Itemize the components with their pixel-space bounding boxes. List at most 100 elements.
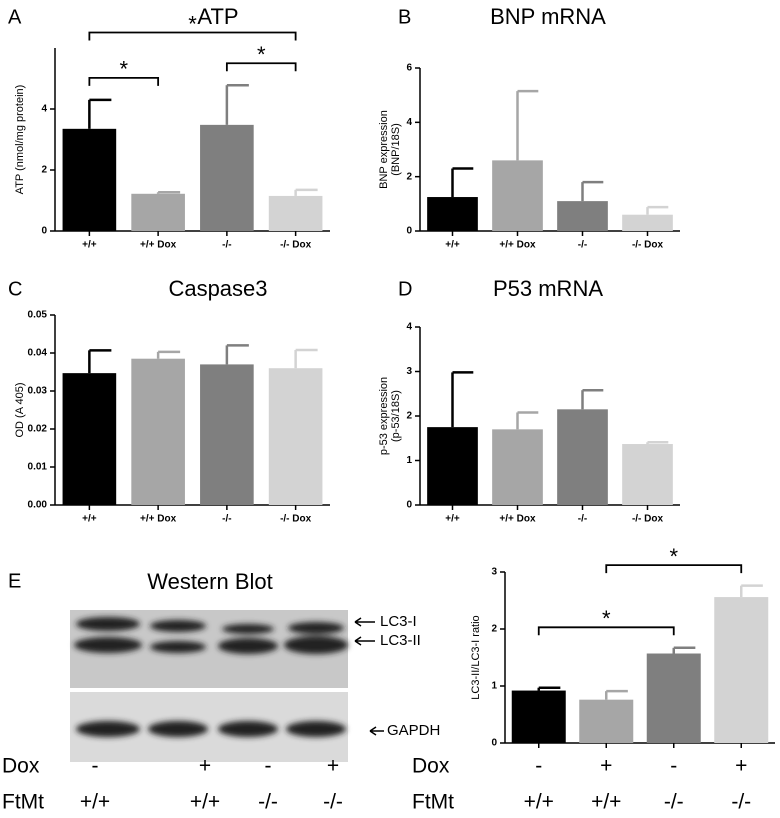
row-value: -/- — [731, 791, 751, 814]
y-tick-label: 2 — [406, 411, 412, 422]
y-tick-label: 0.01 — [28, 462, 48, 473]
bar — [427, 427, 478, 505]
y-tick-label: 0 — [406, 500, 412, 511]
bar — [622, 444, 673, 505]
y-tick-label: 1 — [406, 455, 412, 466]
chart: A ATP ATP (nmol/mg protein) 0 2 4 +/+ +/+ Dox -/… — [8, 4, 330, 251]
chart-title: ATP — [197, 4, 238, 29]
y-axis-label: ATP (nmol/mg protein) — [14, 85, 26, 195]
y-tick-label: 4 — [406, 322, 412, 333]
significance-label: * — [602, 606, 611, 631]
row-value: - — [265, 755, 272, 778]
row-value: -/- — [323, 791, 343, 814]
significance-label: * — [257, 42, 266, 67]
row-value: + — [735, 755, 747, 778]
chart-title: Caspase3 — [168, 276, 267, 301]
bar — [62, 128, 117, 231]
row-value: -/- — [664, 791, 684, 814]
y-tick-label: 1 — [491, 681, 497, 692]
row-label: FtMt — [412, 791, 454, 814]
row-value: + — [327, 755, 339, 778]
significance-bracket — [225, 62, 297, 72]
bar — [579, 699, 634, 743]
x-tick-label: +/+ Dox — [140, 240, 177, 251]
bar — [427, 197, 478, 231]
y-tick-label: 3 — [491, 567, 497, 578]
band-label: LC3-I — [380, 613, 417, 630]
chart: B BNP mRNA BNP expression (BNP/18S) 0 2 4 6 +/+ +… — [378, 4, 680, 251]
panel-letter: E — [8, 570, 21, 592]
bar — [268, 195, 323, 231]
bar — [557, 409, 608, 505]
row-value: - — [670, 755, 677, 778]
row-value: + — [600, 755, 612, 778]
significance-label: * — [188, 11, 197, 36]
row-value: + — [199, 755, 211, 778]
significance-bracket — [537, 626, 675, 636]
y-tick-label: 4 — [41, 104, 47, 115]
bar — [714, 597, 769, 743]
bar — [200, 124, 254, 231]
x-tick-label: +/+ Dox — [140, 514, 177, 525]
significance-bracket — [88, 31, 297, 41]
bar — [492, 160, 543, 231]
significance-bracket — [88, 76, 160, 86]
x-tick-label: -/- — [578, 514, 587, 525]
x-tick-label: -/- Dox — [632, 240, 664, 251]
bar — [646, 653, 701, 743]
panel-letter: A — [8, 6, 22, 28]
y-axis-label: BNP expression — [378, 110, 390, 189]
significance-label: * — [119, 57, 128, 82]
row-value: - — [92, 755, 99, 778]
x-tick-label: -/- Dox — [280, 240, 312, 251]
panel-letter: D — [398, 278, 412, 300]
row-label: Dox — [412, 755, 450, 778]
row-value: - — [535, 755, 542, 778]
chart: D P53 mRNA p-53 expression (p-53/18S) 0 1 2 3 4 +… — [378, 276, 680, 525]
y-axis-label: (p-53/18S) — [390, 390, 402, 442]
x-tick-label: -/- Dox — [632, 514, 664, 525]
bar — [268, 368, 323, 505]
row-label: Dox — [2, 755, 40, 778]
y-tick-label: 0.04 — [28, 348, 48, 359]
bar — [62, 373, 117, 505]
x-tick-label: +/+ — [82, 514, 97, 525]
bar — [131, 193, 185, 231]
row-label: FtMt — [2, 791, 44, 814]
significance-bracket — [605, 564, 743, 574]
y-tick-label: 0.02 — [28, 424, 48, 435]
y-tick-label: 0 — [491, 738, 497, 749]
x-tick-label: +/+ Dox — [499, 240, 536, 251]
chart-title: BNP mRNA — [490, 4, 606, 29]
x-tick-label: -/- — [222, 240, 231, 251]
y-tick-label: 0.05 — [28, 310, 48, 321]
y-tick-label: 0.03 — [28, 386, 48, 397]
bar — [511, 690, 566, 743]
row-value: +/+ — [591, 791, 621, 814]
chart: C Caspase3 OD (A 405) 0.00 0.01 0.02 0.03 0.04 0… — [8, 276, 330, 525]
bar — [557, 201, 608, 231]
y-tick-label: 4 — [406, 117, 412, 128]
significance-label: * — [669, 544, 678, 569]
row-value: +/+ — [80, 791, 110, 814]
x-tick-label: -/- — [222, 514, 231, 525]
bar — [492, 429, 543, 505]
y-tick-label: 3 — [406, 366, 412, 377]
band-label: LC3-II — [380, 632, 421, 649]
chart-title: P53 mRNA — [493, 276, 603, 301]
x-tick-label: -/- — [578, 240, 587, 251]
blot-bands — [74, 617, 348, 737]
y-axis-label: (BNP/18S) — [390, 123, 402, 176]
bar — [622, 214, 673, 231]
blot-title: Western Blot — [147, 569, 273, 594]
y-axis-label: LC3-II/LC3-I ratio — [470, 615, 482, 699]
y-tick-label: 2 — [41, 165, 47, 176]
row-value: +/+ — [190, 791, 220, 814]
x-tick-label: +/+ Dox — [499, 514, 536, 525]
y-axis-label: OD (A 405) — [14, 382, 26, 437]
y-tick-label: 2 — [406, 171, 412, 182]
bar — [131, 358, 185, 505]
y-tick-label: 0.00 — [28, 500, 48, 511]
x-tick-label: +/+ — [445, 514, 460, 525]
